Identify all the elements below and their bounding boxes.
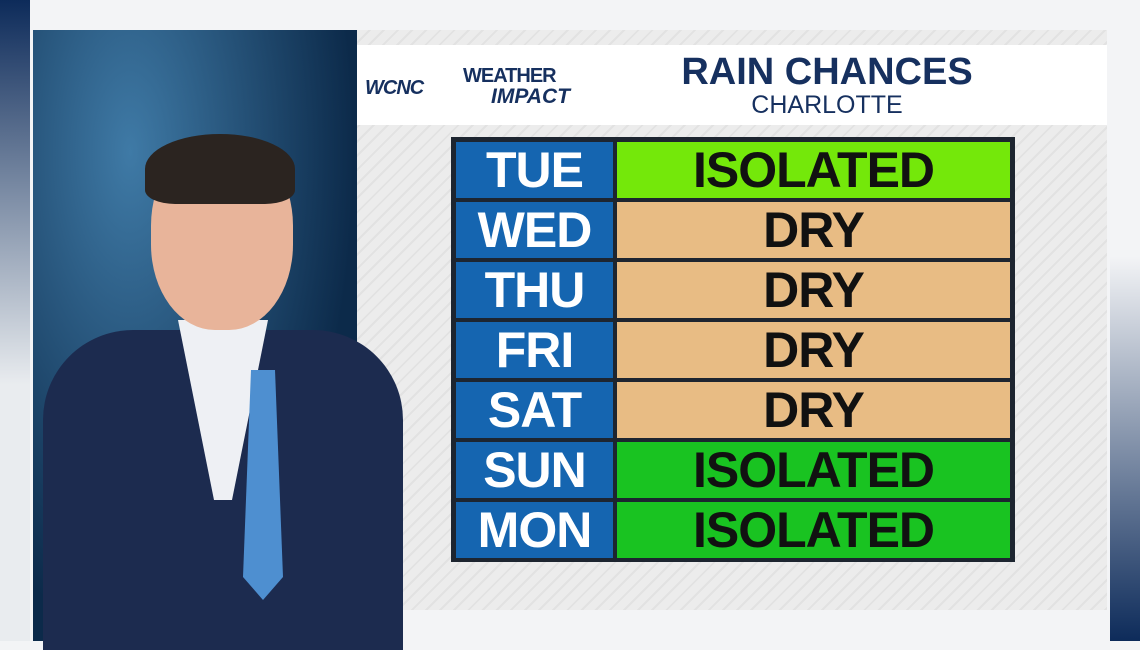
station-logo: WCNC: [365, 77, 424, 99]
table-row: SAT DRY: [454, 380, 1012, 440]
hair: [145, 134, 295, 204]
table-row: TUE ISOLATED: [454, 140, 1012, 200]
page-title: RAIN CHANCES: [681, 51, 973, 93]
rain-chance-cell: ISOLATED: [615, 500, 1012, 560]
logo-weather: WEATHER: [463, 65, 557, 87]
tie: [243, 370, 283, 600]
rain-chance-cell: DRY: [615, 260, 1012, 320]
rain-chance-cell: DRY: [615, 320, 1012, 380]
day-cell: SUN: [454, 440, 615, 500]
table-row: WED DRY: [454, 200, 1012, 260]
rain-chance-cell: DRY: [615, 380, 1012, 440]
day-cell: MON: [454, 500, 615, 560]
title-block: RAIN CHANCES CHARLOTTE: [627, 53, 1027, 119]
presenter-photo: [33, 30, 403, 650]
location-subtitle: CHARLOTTE: [751, 91, 903, 119]
table-row: SUN ISOLATED: [454, 440, 1012, 500]
rain-chance-cell: ISOLATED: [615, 440, 1012, 500]
header-bar: WCNC WEATHER IMPACT RAIN CHANCES CHARLOT…: [357, 45, 1107, 125]
rain-chance-cell: DRY: [615, 200, 1012, 260]
background-accent: [0, 0, 30, 641]
table-row: THU DRY: [454, 260, 1012, 320]
day-cell: WED: [454, 200, 615, 260]
table-row: MON ISOLATED: [454, 500, 1012, 560]
background-accent: [1110, 0, 1140, 641]
day-cell: FRI: [454, 320, 615, 380]
logo-impact: IMPACT: [491, 85, 570, 108]
rain-chances-table: TUE ISOLATED WED DRY THU DRY FRI DRY SAT DRY SUN IS…: [451, 137, 1015, 562]
rain-chance-cell: ISOLATED: [615, 140, 1012, 200]
day-cell: TUE: [454, 140, 615, 200]
day-cell: THU: [454, 260, 615, 320]
table-row: FRI DRY: [454, 320, 1012, 380]
day-cell: SAT: [454, 380, 615, 440]
